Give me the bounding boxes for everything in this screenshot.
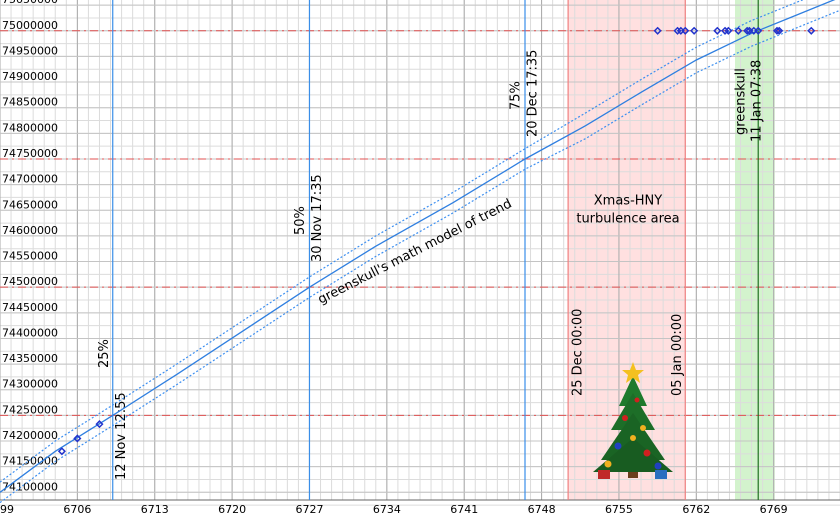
data-point bbox=[713, 26, 722, 35]
x-tick-label: 6762 bbox=[682, 503, 710, 516]
data-point bbox=[653, 26, 662, 35]
y-tick-label: 74900000 bbox=[2, 70, 58, 83]
vline-label: 50% bbox=[293, 206, 308, 235]
y-tick-label: 74700000 bbox=[2, 173, 58, 186]
trend-line bbox=[0, 0, 836, 493]
data-point bbox=[772, 26, 782, 35]
data-point bbox=[807, 26, 816, 35]
x-tick-label: 6741 bbox=[450, 503, 478, 516]
x-tick-label: 6755 bbox=[605, 503, 633, 516]
band-line bbox=[0, 9, 840, 504]
data-point bbox=[754, 26, 763, 35]
vline-label: greenskull bbox=[734, 68, 749, 135]
data-point bbox=[775, 26, 784, 35]
vline-label: 11 Jan 07:38 bbox=[750, 60, 765, 142]
data-point bbox=[681, 26, 690, 35]
data-point bbox=[95, 420, 104, 429]
band-line bbox=[0, 0, 804, 483]
y-tick-label: 74850000 bbox=[2, 96, 58, 109]
x-tick-label: 6706 bbox=[63, 503, 91, 516]
x-tick-label: 6734 bbox=[373, 503, 401, 516]
y-tick-label: 74150000 bbox=[2, 455, 58, 468]
y-tick-label: 74300000 bbox=[2, 378, 58, 391]
x-tick-label: 6769 bbox=[760, 503, 788, 516]
x-tick-label: 6713 bbox=[141, 503, 169, 516]
data-point bbox=[73, 434, 82, 443]
y-tick-label: 74800000 bbox=[2, 121, 58, 134]
y-tick-label: 74250000 bbox=[2, 403, 58, 416]
annotation: Xmas-HNY bbox=[594, 194, 662, 209]
shaded-region bbox=[735, 0, 775, 500]
vline-label: 25% bbox=[97, 339, 112, 368]
y-tick-label: 74450000 bbox=[2, 301, 58, 314]
y-tick-label: 74400000 bbox=[2, 326, 58, 339]
y-tick-label: 74200000 bbox=[2, 429, 58, 442]
data-point bbox=[743, 26, 752, 35]
vline-label: 25 Dec 00:00 bbox=[571, 309, 586, 396]
y-tick-label: 74650000 bbox=[2, 198, 58, 211]
y-tick-label: 75000000 bbox=[2, 19, 58, 32]
annotation: greenskull's math model of trend bbox=[316, 196, 515, 307]
data-point bbox=[724, 26, 733, 35]
christmas-tree bbox=[593, 362, 673, 479]
vline-label: 20 Dec 17:35 bbox=[526, 50, 541, 137]
x-tick-label: 6720 bbox=[218, 503, 246, 516]
annotation: turbulence area bbox=[576, 212, 679, 227]
vline-label: 05 Jan 00:00 bbox=[670, 314, 685, 396]
y-tick-label: 74950000 bbox=[2, 44, 58, 57]
data-point bbox=[690, 26, 699, 35]
y-tick-label: 74550000 bbox=[2, 250, 58, 263]
y-tick-label: 75050000 bbox=[2, 0, 58, 6]
x-tick-label: 6699 bbox=[0, 503, 14, 516]
vline-label: 75% bbox=[509, 81, 524, 110]
background-layer bbox=[0, 0, 840, 506]
vline-label: 12 Nov 12:55 bbox=[114, 392, 129, 480]
data-point bbox=[734, 26, 743, 35]
x-tick-label: 6748 bbox=[528, 503, 556, 516]
x-tick-label: 6727 bbox=[295, 503, 323, 516]
y-tick-label: 74750000 bbox=[2, 147, 58, 160]
vline-label: 30 Nov 17:35 bbox=[310, 174, 325, 262]
y-tick-label: 74350000 bbox=[2, 352, 58, 365]
y-tick-label: 74500000 bbox=[2, 275, 58, 288]
y-tick-label: 74600000 bbox=[2, 224, 58, 237]
y-tick-label: 74100000 bbox=[2, 480, 58, 493]
data-point bbox=[57, 447, 66, 456]
